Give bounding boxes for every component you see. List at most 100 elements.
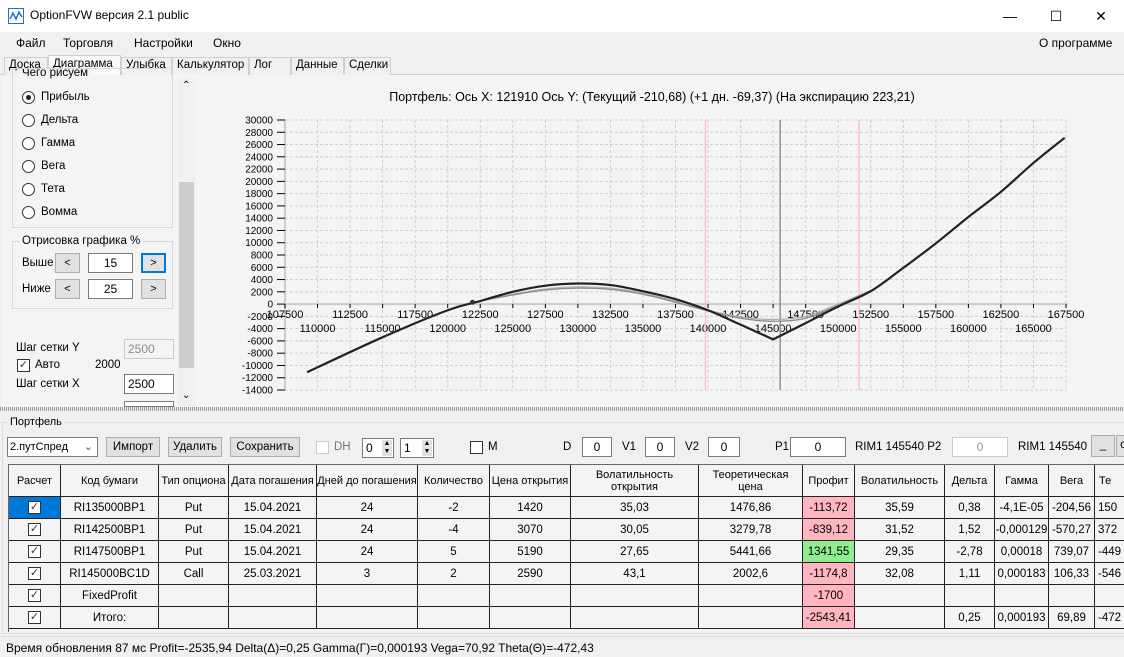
scroll-up-icon[interactable]: ⌃ (182, 80, 191, 91)
table-cell[interactable]: 1341,55 (803, 541, 855, 563)
table-cell[interactable]: 0,38 (945, 497, 995, 519)
table-cell[interactable]: 1,11 (945, 563, 995, 585)
table-cell[interactable]: -546 (1095, 563, 1124, 585)
table-cell[interactable]: 3 (317, 563, 418, 585)
v1-input[interactable]: 0 (645, 437, 675, 457)
table-cell[interactable]: 35,03 (571, 497, 699, 519)
column-header[interactable]: Те (1095, 465, 1124, 497)
table-cell[interactable]: -4 (418, 519, 490, 541)
table-cell[interactable]: 15.04.2021 (229, 541, 317, 563)
below-decrease-button[interactable]: < (55, 279, 80, 299)
table-cell[interactable] (855, 607, 945, 629)
d-input[interactable]: 0 (582, 437, 612, 457)
row-checkbox[interactable]: ✓ (28, 589, 41, 602)
table-cell[interactable]: 2590 (490, 563, 571, 585)
menu-trading[interactable]: Торговля (63, 36, 114, 50)
table-row-check-cell[interactable]: ✓ (9, 541, 61, 563)
column-header[interactable]: Расчет (9, 465, 61, 497)
table-cell[interactable]: Итого: (61, 607, 159, 629)
table-cell[interactable]: -472 (1095, 607, 1124, 629)
radio-1[interactable] (22, 114, 35, 127)
spinner-2[interactable]: 1 ▲ ▼ (400, 438, 434, 458)
minimize-panel-button[interactable]: _ (1091, 435, 1115, 457)
splitter[interactable] (0, 407, 1124, 411)
table-row-check-cell[interactable]: ✓ (9, 585, 61, 607)
column-header[interactable]: Дельта (945, 465, 995, 497)
row-checkbox[interactable]: ✓ (28, 501, 41, 514)
table-cell[interactable]: Put (159, 541, 229, 563)
column-header[interactable]: Волатильность открытия (571, 465, 699, 497)
table-cell[interactable]: FixedProfit (61, 585, 159, 607)
radio-5[interactable] (22, 206, 35, 219)
column-header[interactable]: Вега (1049, 465, 1095, 497)
radio-0[interactable] (22, 91, 35, 104)
spinner-arrows-icon[interactable]: ▲ ▼ (422, 440, 432, 456)
above-decrease-button[interactable]: < (55, 253, 80, 273)
table-cell[interactable]: Call (159, 563, 229, 585)
grid-x-input[interactable]: 2500 (124, 374, 174, 394)
table-row-check-cell[interactable]: ✓ (9, 563, 61, 585)
table-cell[interactable]: RI135000BP1 (61, 497, 159, 519)
spinner-1[interactable]: 0 ▲ ▼ (362, 438, 394, 458)
column-header[interactable]: Код бумаги (61, 465, 159, 497)
profit-chart[interactable]: Портфель: Ось X: 121910 Ось Y: (Текущий … (0, 0, 1124, 410)
below-increase-button[interactable]: > (141, 279, 166, 299)
table-row-check-cell[interactable]: ✓ (9, 519, 61, 541)
table-cell[interactable]: 25.03.2021 (229, 563, 317, 585)
column-header[interactable]: Количество (418, 465, 490, 497)
table-cell[interactable]: 1476,86 (699, 497, 803, 519)
table-cell[interactable] (1095, 585, 1124, 607)
table-cell[interactable]: -204,56 (1049, 497, 1095, 519)
row-checkbox[interactable]: ✓ (28, 611, 41, 624)
portfolio-select[interactable]: 2.путСпред ⌄ (7, 437, 98, 457)
save-button[interactable]: Сохранить (230, 437, 300, 457)
menu-about[interactable]: О программе (1039, 36, 1113, 50)
table-cell[interactable]: -4,1E-05 (995, 497, 1049, 519)
table-cell[interactable] (229, 585, 317, 607)
table-cell[interactable]: RI142500BP1 (61, 519, 159, 541)
table-cell[interactable]: -2 (418, 497, 490, 519)
table-cell[interactable]: 24 (317, 497, 418, 519)
minimize-button[interactable]: — (1003, 8, 1017, 24)
column-header[interactable]: Цена открытия (490, 465, 571, 497)
table-cell[interactable] (945, 585, 995, 607)
table-cell[interactable]: 3279,78 (699, 519, 803, 541)
table-cell[interactable]: 5190 (490, 541, 571, 563)
column-header[interactable]: Тип опциона (159, 465, 229, 497)
above-input[interactable]: 15 (88, 253, 133, 273)
table-row-check-cell[interactable]: ✓ (9, 497, 61, 519)
portfolio-table[interactable]: Расчет Код бумаги Тип опциона Дата погашени… (8, 464, 1124, 632)
radio-3[interactable] (22, 160, 35, 173)
table-cell[interactable] (418, 585, 490, 607)
table-cell[interactable]: 106,33 (1049, 563, 1095, 585)
tab-data[interactable]: Данные (291, 57, 344, 75)
table-cell[interactable]: 24 (317, 519, 418, 541)
table-cell[interactable] (571, 585, 699, 607)
table-cell[interactable]: 3070 (490, 519, 571, 541)
table-cell[interactable]: 69,89 (1049, 607, 1095, 629)
table-cell[interactable] (699, 585, 803, 607)
table-cell[interactable]: 150 (1095, 497, 1124, 519)
table-cell[interactable] (490, 607, 571, 629)
radio-2[interactable] (22, 137, 35, 150)
table-cell[interactable]: 2 (418, 563, 490, 585)
table-cell[interactable]: 0,00018 (995, 541, 1049, 563)
dh-checkbox[interactable] (316, 441, 329, 454)
table-cell[interactable]: -839,12 (803, 519, 855, 541)
table-cell[interactable]: -1700 (803, 585, 855, 607)
tab-deals[interactable]: Сделки (344, 57, 391, 75)
table-cell[interactable] (571, 607, 699, 629)
menu-settings[interactable]: Настройки (134, 36, 193, 50)
table-cell[interactable]: 27,65 (571, 541, 699, 563)
menu-file[interactable]: Файл (16, 36, 46, 50)
tab-log[interactable]: Лог (249, 57, 291, 75)
table-cell[interactable]: -1174,8 (803, 563, 855, 585)
extra-button[interactable]: с (1116, 435, 1124, 457)
table-cell[interactable]: 2002,6 (699, 563, 803, 585)
table-cell[interactable] (317, 585, 418, 607)
scrollbar-thumb[interactable] (179, 182, 194, 368)
auto-checkbox[interactable]: ✓ (17, 359, 30, 372)
table-cell[interactable] (159, 607, 229, 629)
table-cell[interactable]: RI145000BC1D (61, 563, 159, 585)
left-panel-scrollbar[interactable]: ⌃ ⌄ (178, 78, 195, 406)
